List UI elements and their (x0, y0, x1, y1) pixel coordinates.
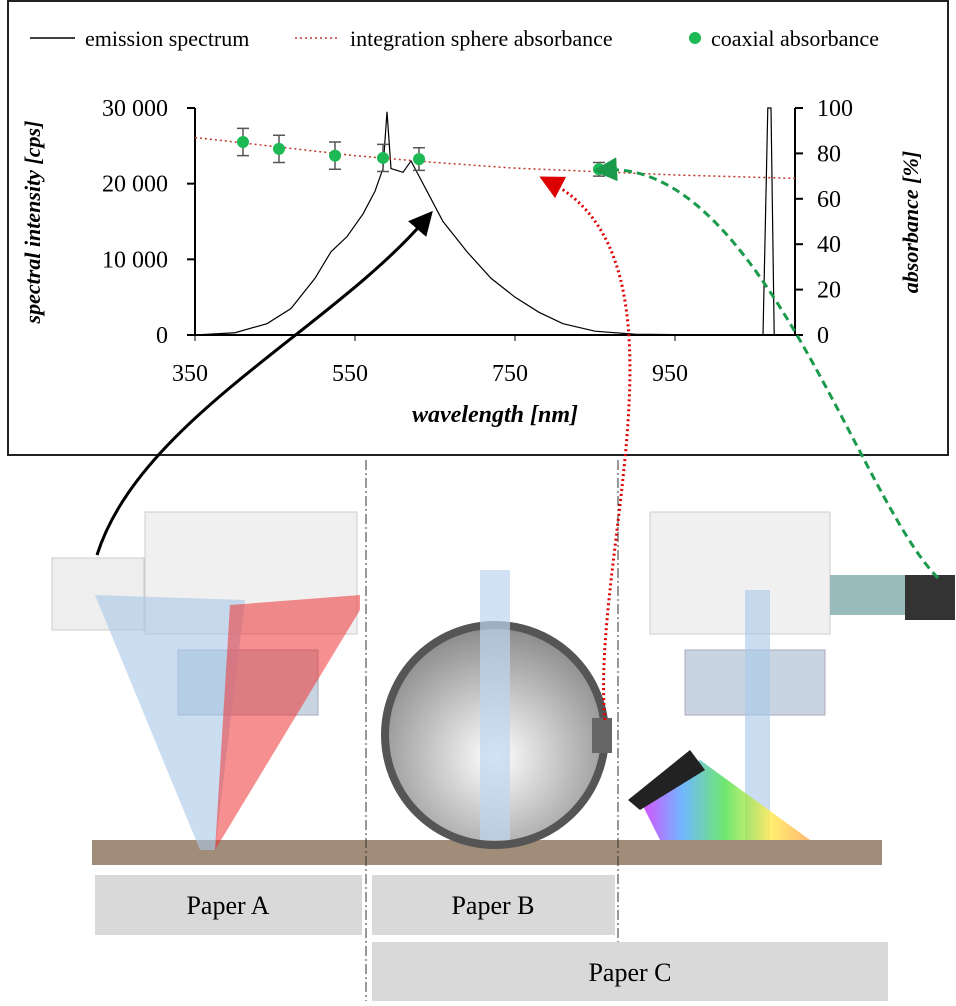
paper-label: Paper C (588, 958, 671, 987)
y-tick-label: 30 000 (102, 96, 168, 122)
y2-tick-label: 20 (817, 278, 841, 304)
chart-frame (8, 1, 948, 455)
y2-tick-label: 100 (817, 96, 853, 122)
y2-tick-label: 0 (817, 323, 829, 349)
x-tick-label: 350 (172, 361, 208, 387)
legend-marker (689, 32, 701, 44)
legend-label: coaxial absorbance (711, 26, 879, 51)
point (377, 152, 389, 164)
camera (905, 575, 955, 620)
point (329, 150, 341, 162)
x-tick-label: 750 (492, 361, 528, 387)
y2-axis-label: absorbance [%] (898, 151, 923, 293)
paper-label: Paper A (186, 891, 269, 920)
legend-label: emission spectrum (85, 26, 249, 51)
point (273, 143, 285, 155)
x-tick-label: 950 (652, 361, 688, 387)
point (593, 163, 605, 175)
y2-tick-label: 80 (817, 141, 841, 167)
figure: Paper A Paper B Paper C wavelength [nm] … (0, 0, 956, 1001)
legend-label: integration sphere absorbance (350, 26, 613, 51)
y2-tick-label: 40 (817, 232, 841, 258)
y-tick-label: 0 (156, 323, 168, 349)
device (650, 512, 830, 634)
beam (215, 595, 360, 850)
beam (480, 570, 510, 840)
y-tick-label: 20 000 (102, 172, 168, 198)
x-tick-label: 550 (332, 361, 368, 387)
paper-label: Paper B (451, 891, 534, 920)
objective (830, 575, 910, 615)
y-axis-label: spectral intensity [cps] (20, 121, 45, 325)
y-tick-label: 10 000 (102, 247, 168, 273)
y2-tick-label: 60 (817, 187, 841, 213)
diagram: Paper A Paper B Paper C (52, 460, 955, 1001)
detector (592, 718, 612, 753)
point (413, 153, 425, 165)
x-axis-label: wavelength [nm] (412, 402, 578, 428)
point (237, 136, 249, 148)
